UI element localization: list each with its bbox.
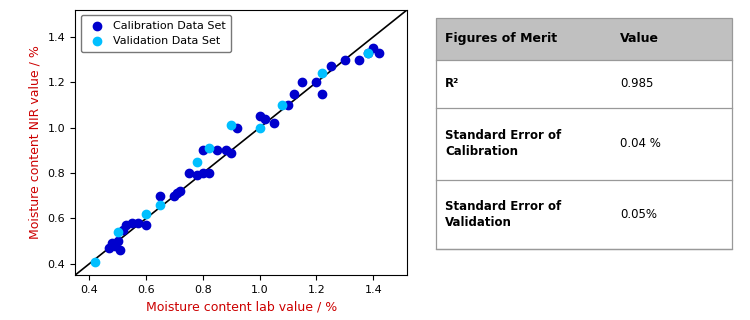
- Validation Data Set: [154, 202, 166, 207]
- Calibration Data Set: [196, 148, 208, 153]
- Calibration Data Set: [362, 50, 374, 55]
- Calibration Data Set: [260, 116, 272, 121]
- Calibration Data Set: [169, 193, 181, 198]
- Text: 0.04 %: 0.04 %: [620, 137, 661, 150]
- Calibration Data Set: [254, 114, 266, 119]
- Validation Data Set: [191, 159, 203, 164]
- Calibration Data Set: [211, 148, 223, 153]
- Calibration Data Set: [196, 171, 208, 176]
- Calibration Data Set: [368, 46, 380, 51]
- Calibration Data Set: [282, 102, 294, 108]
- Text: Standard Error of
Validation: Standard Error of Validation: [445, 200, 561, 228]
- Text: Value: Value: [620, 32, 659, 45]
- Text: Figures of Merit: Figures of Merit: [445, 32, 557, 45]
- Validation Data Set: [254, 125, 266, 130]
- Calibration Data Set: [140, 223, 152, 228]
- Calibration Data Set: [183, 171, 195, 176]
- Calibration Data Set: [288, 91, 300, 96]
- Calibration Data Set: [373, 50, 385, 55]
- Validation Data Set: [140, 211, 152, 216]
- Calibration Data Set: [117, 227, 129, 232]
- Calibration Data Set: [310, 80, 322, 85]
- FancyBboxPatch shape: [436, 18, 732, 60]
- Text: 0.05%: 0.05%: [620, 208, 657, 220]
- Calibration Data Set: [225, 150, 237, 155]
- Calibration Data Set: [316, 91, 328, 96]
- Calibration Data Set: [325, 64, 337, 69]
- Calibration Data Set: [126, 220, 138, 226]
- Calibration Data Set: [171, 191, 183, 196]
- X-axis label: Moisture content lab value / %: Moisture content lab value / %: [146, 300, 337, 314]
- Calibration Data Set: [191, 173, 203, 178]
- Calibration Data Set: [131, 220, 143, 226]
- Calibration Data Set: [106, 241, 118, 246]
- Calibration Data Set: [112, 239, 124, 244]
- Validation Data Set: [362, 50, 374, 55]
- Calibration Data Set: [231, 125, 243, 130]
- Calibration Data Set: [109, 243, 121, 248]
- Calibration Data Set: [296, 80, 308, 85]
- Calibration Data Set: [174, 189, 186, 194]
- Calibration Data Set: [154, 193, 166, 198]
- Y-axis label: Moisture content NIR value / %: Moisture content NIR value / %: [29, 45, 42, 239]
- Validation Data Set: [89, 259, 101, 264]
- Validation Data Set: [277, 102, 289, 108]
- Calibration Data Set: [220, 148, 232, 153]
- Calibration Data Set: [339, 57, 351, 62]
- Legend: Calibration Data Set, Validation Data Set: Calibration Data Set, Validation Data Se…: [80, 15, 231, 52]
- Validation Data Set: [202, 146, 214, 151]
- Validation Data Set: [316, 71, 328, 76]
- Validation Data Set: [225, 123, 237, 128]
- Text: R²: R²: [445, 77, 459, 91]
- Calibration Data Set: [120, 223, 132, 228]
- Calibration Data Set: [103, 245, 115, 251]
- Calibration Data Set: [115, 248, 127, 253]
- Validation Data Set: [112, 229, 124, 235]
- Text: Standard Error of
Calibration: Standard Error of Calibration: [445, 129, 561, 158]
- Text: 0.985: 0.985: [620, 77, 653, 91]
- Calibration Data Set: [268, 121, 280, 126]
- Calibration Data Set: [202, 171, 214, 176]
- Calibration Data Set: [353, 57, 365, 62]
